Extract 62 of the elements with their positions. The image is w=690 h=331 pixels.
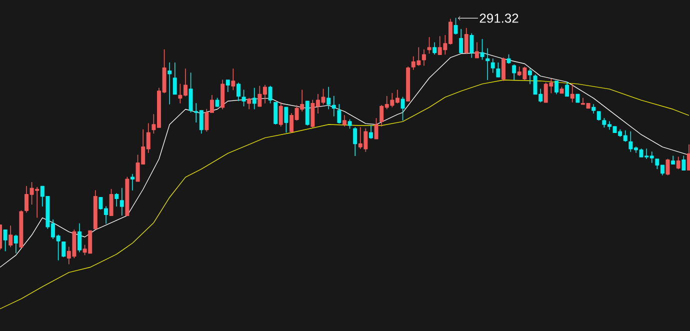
candlestick [278,102,283,127]
candlestick [125,176,130,216]
candlestick [252,88,256,110]
candlestick [337,104,342,124]
candlestick [274,102,278,125]
candlestick [226,80,230,92]
candlestick [348,119,352,130]
candlestick [215,98,220,108]
candlestick [676,156,680,170]
candlestick [501,57,506,82]
annotation: 291.32 [480,14,518,23]
candlestick [220,80,225,110]
candlestick [400,96,405,121]
candlestick [528,68,532,85]
candlestick [486,48,490,80]
candlestick [332,96,336,117]
candlestick [268,86,272,104]
candlestick [422,49,426,66]
candlestick [236,82,240,102]
candlestick [592,104,596,114]
candlestick [342,115,346,127]
candlestick [570,84,574,103]
candlestick [671,156,676,165]
candlestick [172,62,177,95]
candlestick [506,54,511,64]
candlestick [576,94,580,103]
candlestick [247,98,252,110]
candlestick [14,234,18,254]
candlestick [554,80,558,95]
candlestick [305,100,310,126]
candlestick [168,62,172,105]
candlestick [93,190,98,230]
candlestick [19,210,24,248]
candlestick [496,62,500,78]
candlestick [326,86,331,110]
candlestick [3,229,8,252]
candlestick [109,188,114,216]
candlestick [565,82,570,97]
candlestick [374,118,378,140]
candlestick [470,33,474,58]
candlestick [432,42,437,56]
candlestick [686,144,690,170]
candlestick [490,58,495,74]
candlestick [353,127,358,156]
candlestick [188,72,193,113]
candlestick [406,66,410,102]
candlestick [231,68,236,90]
candlestick [78,223,82,253]
candlestick [464,28,468,54]
candlestick [368,125,373,140]
candlestick [120,188,124,216]
candlestick [114,193,119,207]
candlestick [62,242,66,258]
candlestick [596,111,601,121]
candlestick [474,42,479,58]
candlestick [8,226,13,248]
candlestick [459,28,464,54]
candlestick [130,174,134,191]
candlestick [242,90,246,107]
candlestick [682,156,686,170]
candlestick [512,64,516,80]
candlestick [284,106,288,134]
